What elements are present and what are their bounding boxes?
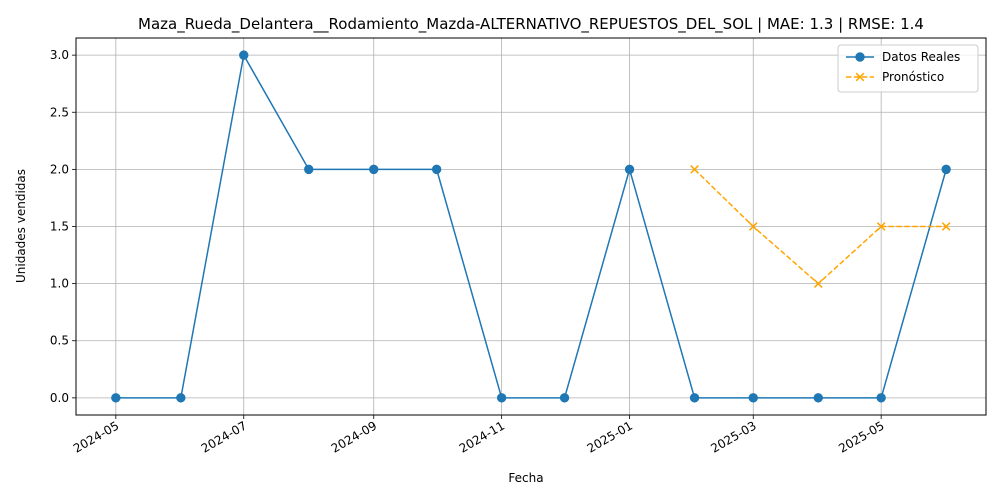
legend-marker (855, 72, 865, 82)
series-pronostico (690, 165, 951, 288)
data-point (941, 222, 951, 231)
data-point (111, 393, 121, 403)
data-point (813, 393, 823, 403)
data-point (748, 222, 758, 231)
y-tick-label: 0.5 (50, 334, 69, 348)
legend-marker (855, 52, 865, 62)
y-tick-label: 2.5 (50, 105, 69, 119)
y-tick-label: 1.5 (50, 220, 69, 234)
data-point (624, 164, 635, 175)
y-tick-label: 3.0 (50, 48, 69, 62)
data-point (813, 279, 823, 288)
data-point (941, 164, 951, 175)
chart-title: Maza_Rueda_Delantera__Rodamiento_Mazda-A… (138, 15, 924, 34)
data-point (689, 393, 700, 403)
data-point (239, 50, 249, 60)
data-point (559, 393, 570, 403)
series-line (115, 52, 947, 399)
data-point (176, 393, 186, 403)
legend-entry: Pronóstico (846, 70, 944, 84)
x-axis-label: Fecha (508, 471, 543, 485)
data-point (748, 393, 758, 403)
data-point (690, 165, 699, 174)
y-tick-label: 2.0 (50, 162, 69, 176)
data-point (369, 164, 379, 175)
series-layer (111, 50, 951, 403)
legend-label: Datos Reales (882, 50, 960, 64)
data-point (876, 393, 886, 403)
y-tick-label: 1.0 (50, 277, 69, 291)
legend-label: Pronóstico (882, 70, 944, 84)
data-point (496, 393, 507, 403)
y-tick-label: 0.0 (50, 391, 69, 405)
data-point (876, 222, 886, 231)
data-point (304, 164, 314, 175)
grid (76, 38, 986, 415)
data-point (431, 164, 442, 175)
legend: Datos Reales Pronóstico (837, 44, 979, 93)
legend-entry: Datos Reales (846, 50, 960, 64)
series-datos-reales (111, 50, 951, 403)
y-axis-label: Unidades vendidas (14, 169, 28, 283)
